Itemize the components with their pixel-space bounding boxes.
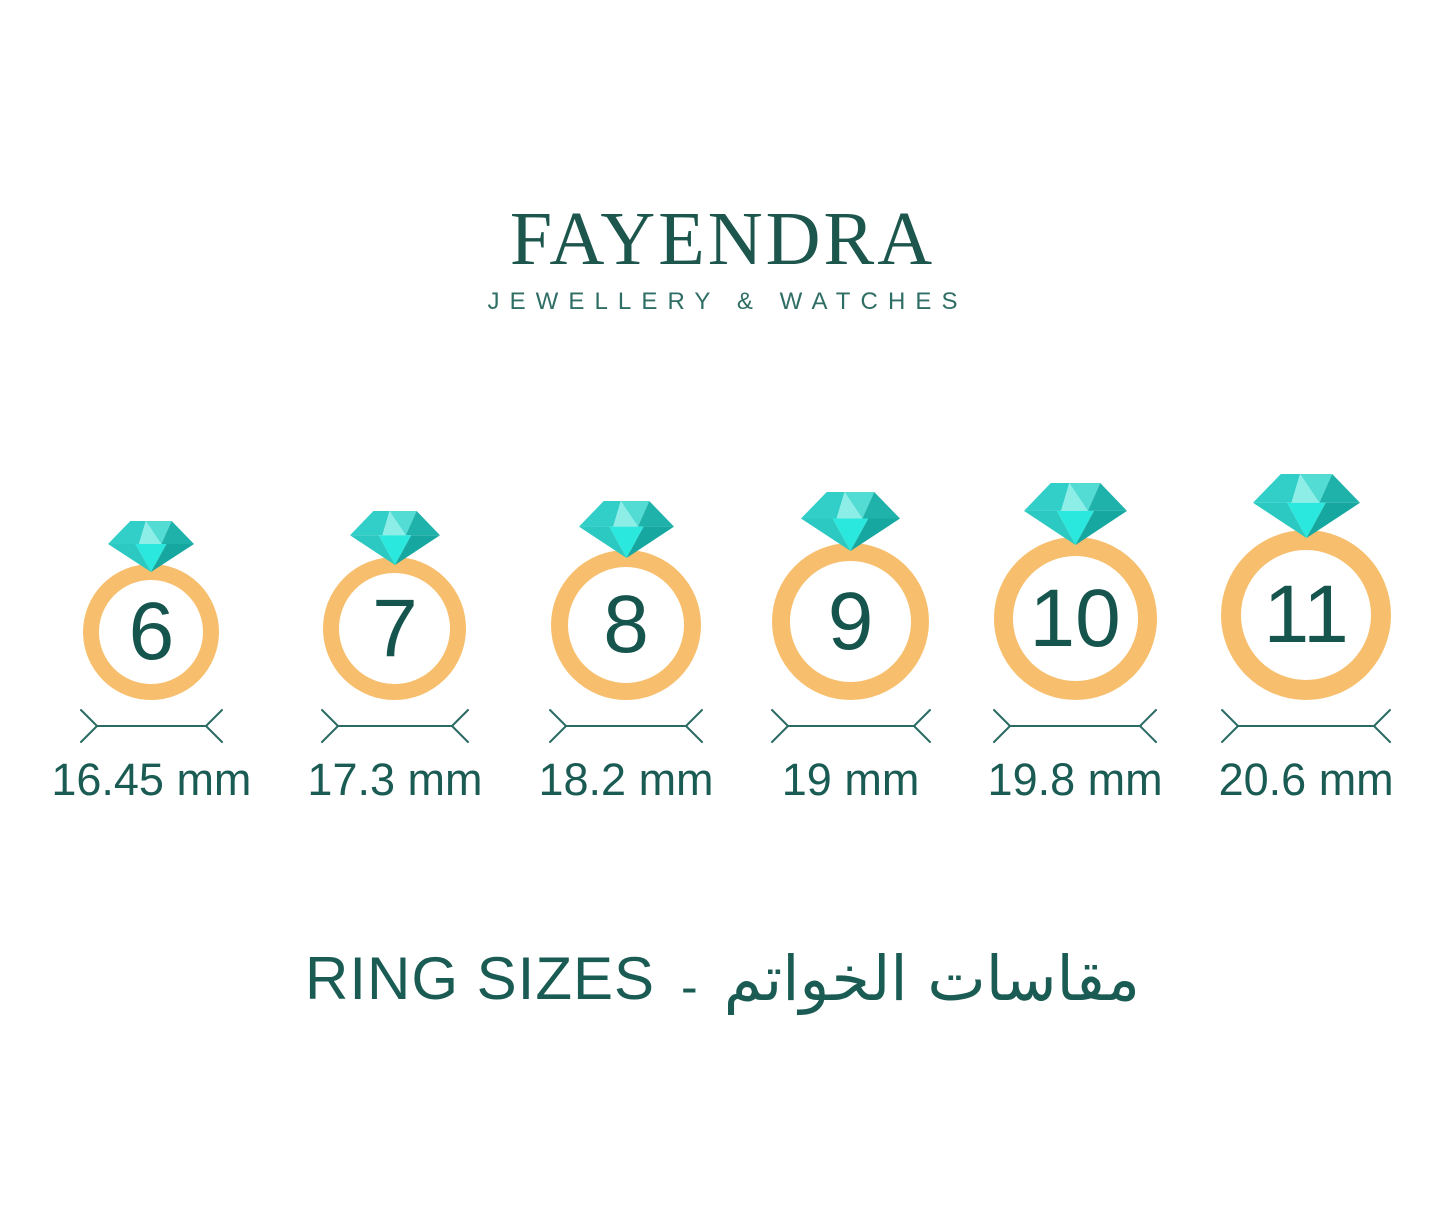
ring-band: 6	[83, 564, 220, 700]
dimension-arrow-line-icon	[549, 709, 704, 743]
ring-item: 9 19 mm	[770, 492, 932, 806]
ring-item: 10 19.8 mm	[988, 483, 1163, 806]
diamond-gem-icon	[1252, 474, 1360, 538]
diamond-gem-icon	[801, 492, 901, 551]
diamond-gem-icon	[349, 511, 440, 565]
ring-item: 8 18.2 mm	[538, 501, 714, 806]
ring-diameter-label: 20.6 mm	[1218, 754, 1394, 805]
brand-name: FAYENDRA	[509, 197, 936, 281]
diamond-gem-icon	[578, 501, 674, 558]
ring-diameter-label: 18.2 mm	[538, 754, 714, 805]
ring-band: 11	[1221, 530, 1392, 700]
ring-diameter-label: 17.3 mm	[307, 754, 483, 805]
title-arabic: مقاسات الخواتم	[723, 942, 1140, 1015]
brand-tagline: JEWELLERY & WATCHES	[487, 287, 968, 315]
ring-diameter-label: 19.8 mm	[987, 754, 1163, 805]
dimension-arrow-line-icon	[79, 709, 223, 743]
ring-size-number: 9	[827, 575, 874, 667]
dimension-arrow-line-icon	[770, 709, 931, 743]
ring-size-number: 7	[372, 582, 418, 674]
ring-diameter-label: 16.45 mm	[51, 754, 252, 805]
ring-size-number: 8	[603, 579, 649, 670]
dimension-arrow-line-icon	[320, 709, 469, 743]
footer-title: RING SIZES - مقاسات الخواتم	[0, 942, 1445, 1015]
logo: FAYENDRA JEWELLERY & WATCHES	[0, 197, 1445, 316]
ring-band: 10	[993, 537, 1157, 700]
ring-band: 7	[323, 557, 467, 700]
ring-item: 6 16.45 mm	[51, 521, 251, 806]
ring-band: 8	[551, 550, 702, 700]
dimension-arrow-line-icon	[993, 709, 1158, 743]
ring-item: 11 20.6 mm	[1219, 474, 1394, 806]
ring-size-number: 6	[128, 586, 175, 677]
ring-size-number: 10	[1029, 572, 1121, 664]
ring-band: 9	[772, 543, 930, 700]
ring-diameter-label: 19 mm	[781, 754, 920, 805]
diamond-gem-icon	[1023, 483, 1127, 545]
rings-row: 6 16.45 mm 7 17.3 mm	[0, 474, 1445, 806]
title-english: RING SIZES	[304, 945, 656, 1012]
ring-item: 7 17.3 mm	[307, 511, 482, 806]
diamond-gem-icon	[108, 521, 195, 572]
ring-size-number: 11	[1263, 569, 1349, 660]
dimension-arrow-line-icon	[1221, 709, 1392, 743]
title-separator: -	[681, 958, 698, 1015]
